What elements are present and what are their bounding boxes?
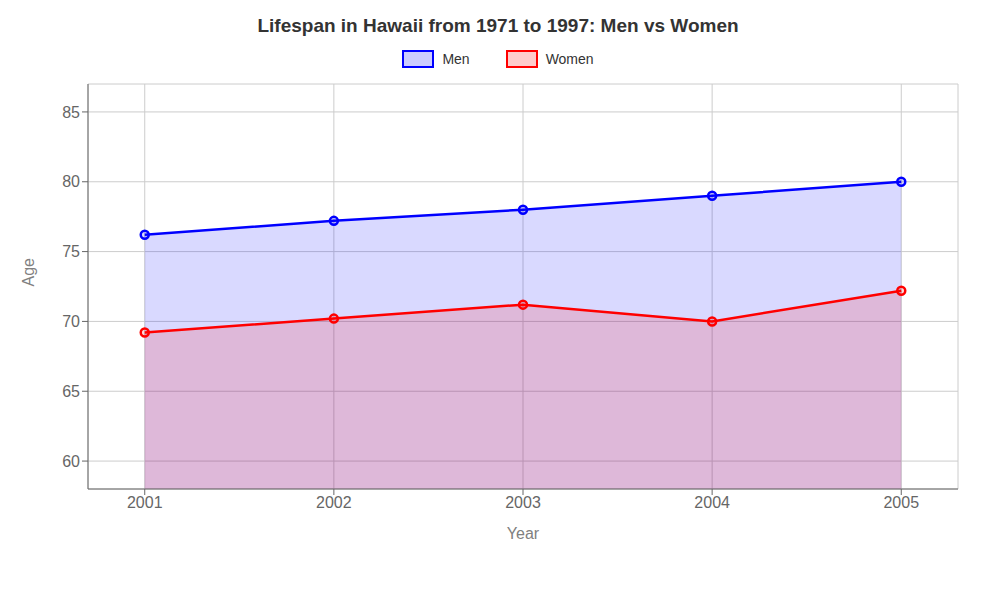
svg-text:2002: 2002 <box>316 494 352 511</box>
svg-text:60: 60 <box>62 453 80 470</box>
html-text:Men: Men <box>442 51 470 67</box>
svg-text:85: 85 <box>62 104 80 121</box>
svg-text:Year: Year <box>507 525 540 542</box>
svg-text:65: 65 <box>62 383 80 400</box>
html-text:Women: Women <box>545 51 594 67</box>
svg-text:70: 70 <box>62 313 80 330</box>
svg-text:2001: 2001 <box>127 494 163 511</box>
svg-text:2003: 2003 <box>505 494 541 511</box>
svg-text:2005: 2005 <box>883 494 919 511</box>
svg-text:Age: Age <box>20 258 37 287</box>
svg-text:2004: 2004 <box>694 494 730 511</box>
html-text:Lifespan in Hawaii from 1971 t: Lifespan in Hawaii from 1971 to 1997: Me… <box>257 15 739 36</box>
svg-text:80: 80 <box>62 173 80 190</box>
svg-text:75: 75 <box>62 243 80 260</box>
